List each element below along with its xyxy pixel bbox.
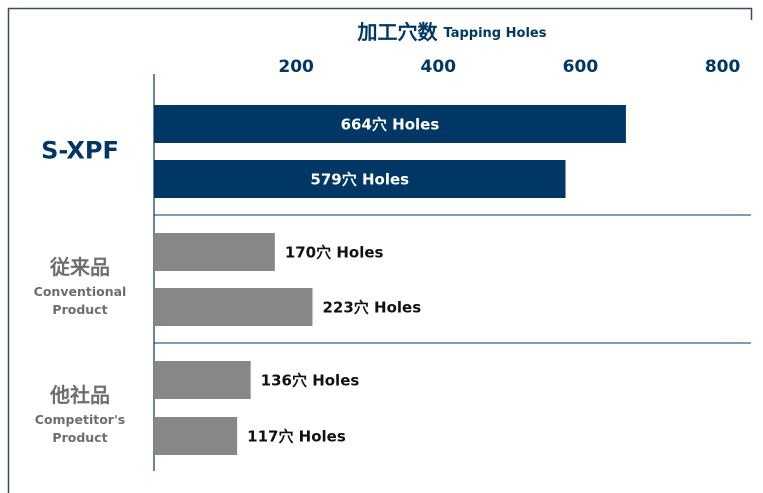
subtitle: Tapping Holes	[444, 26, 547, 41]
x-tick-label: 800	[705, 57, 741, 77]
title: 加工穴数	[357, 20, 439, 44]
group-sublabel: Product	[52, 430, 107, 445]
bar	[154, 417, 238, 455]
value-label: 136穴 Holes	[261, 372, 360, 390]
bar	[154, 288, 313, 326]
value-label: 579穴 Holes	[310, 171, 409, 189]
bar	[154, 233, 275, 271]
group-sublabel: Product	[52, 302, 107, 317]
value-label: 170穴 Holes	[285, 244, 384, 262]
group-label: 他社品	[49, 383, 110, 407]
group-sublabel: Conventional	[34, 284, 127, 299]
group-label: S-XPF	[41, 137, 119, 165]
chart-title: 加工穴数 Tapping Holes	[357, 20, 547, 44]
value-label: 664穴 Holes	[341, 116, 440, 134]
value-label: 117穴 Holes	[247, 428, 346, 446]
bar	[154, 105, 626, 143]
x-tick-label: 600	[563, 57, 599, 77]
group-label: 従来品	[49, 255, 110, 279]
bar	[154, 361, 251, 399]
x-tick-label: 200	[278, 57, 314, 77]
value-label: 223穴 Holes	[322, 299, 421, 317]
bar	[154, 160, 566, 198]
group-sublabel: Competitor's	[35, 412, 125, 427]
x-tick-label: 400	[421, 57, 457, 77]
